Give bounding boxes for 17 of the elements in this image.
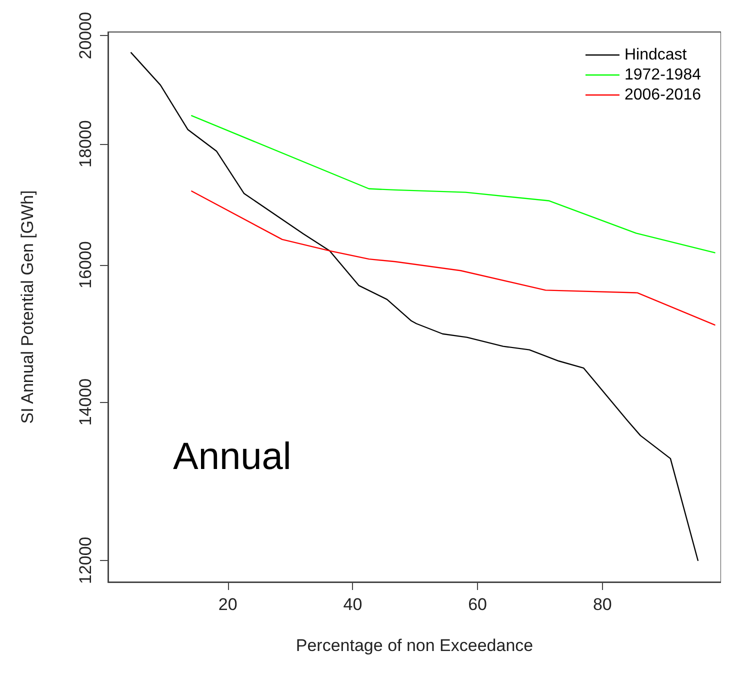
line-series (191, 190, 716, 326)
x-tick-label: 40 (343, 595, 362, 614)
y-tick-label: 14000 (76, 378, 95, 426)
x-axis-title: Percentage of non Exceedance (296, 636, 534, 655)
legend-label: 2006-2016 (624, 86, 702, 104)
y-tick-label: 20000 (76, 12, 95, 60)
legend-label: Hindcast (624, 46, 688, 64)
x-tick-label: 60 (468, 595, 488, 614)
y-axis-title: SI Annual Potential Gen [GWh] (18, 190, 37, 424)
annotation: Annual (173, 436, 292, 478)
line-series (191, 115, 716, 254)
y-tick-label: 16000 (76, 241, 95, 288)
legend-label: 1972-1984 (624, 66, 702, 84)
x-tick-label: 20 (218, 595, 238, 614)
x-tick-label: 80 (592, 595, 612, 614)
y-tick-label: 12000 (76, 536, 95, 584)
y-tick-label: 18000 (76, 120, 95, 168)
